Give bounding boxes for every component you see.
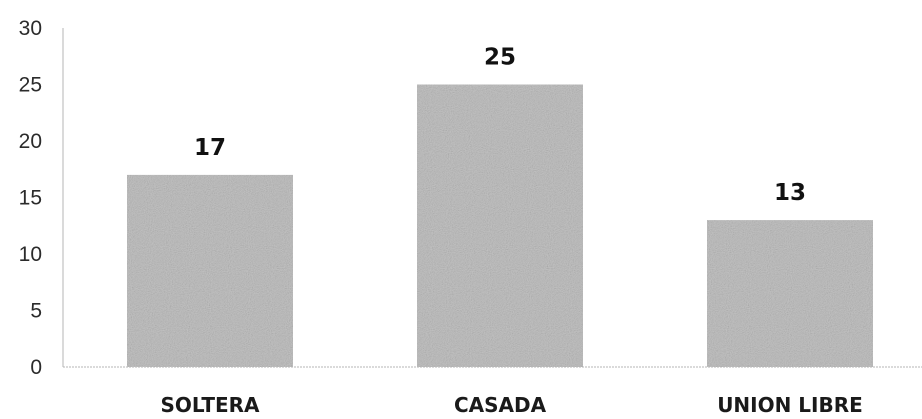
category-label: UNION LIBRE <box>717 393 863 417</box>
y-tick-label: 25 <box>19 74 42 97</box>
y-tick-label: 5 <box>30 300 42 323</box>
y-tick-label: 0 <box>30 356 42 379</box>
data-label: 17 <box>194 135 226 161</box>
category-labels: SOLTERA CASADA UNION LIBRE <box>160 393 862 417</box>
data-label: 13 <box>774 180 806 206</box>
data-label: 25 <box>484 45 516 71</box>
y-tick-label: 30 <box>19 17 42 40</box>
bar-casada <box>417 84 583 367</box>
category-label: CASADA <box>454 393 547 417</box>
y-tick-label: 15 <box>19 187 42 210</box>
y-tick-label: 10 <box>19 243 42 266</box>
category-label: SOLTERA <box>160 393 260 417</box>
bars <box>127 84 873 367</box>
bar-soltera <box>127 174 293 367</box>
data-labels: 17 25 13 <box>194 45 806 207</box>
bar-union-libre <box>707 220 873 367</box>
y-tick-label: 20 <box>19 130 42 153</box>
y-axis-ticks: 0 5 10 15 20 25 30 <box>19 17 42 379</box>
